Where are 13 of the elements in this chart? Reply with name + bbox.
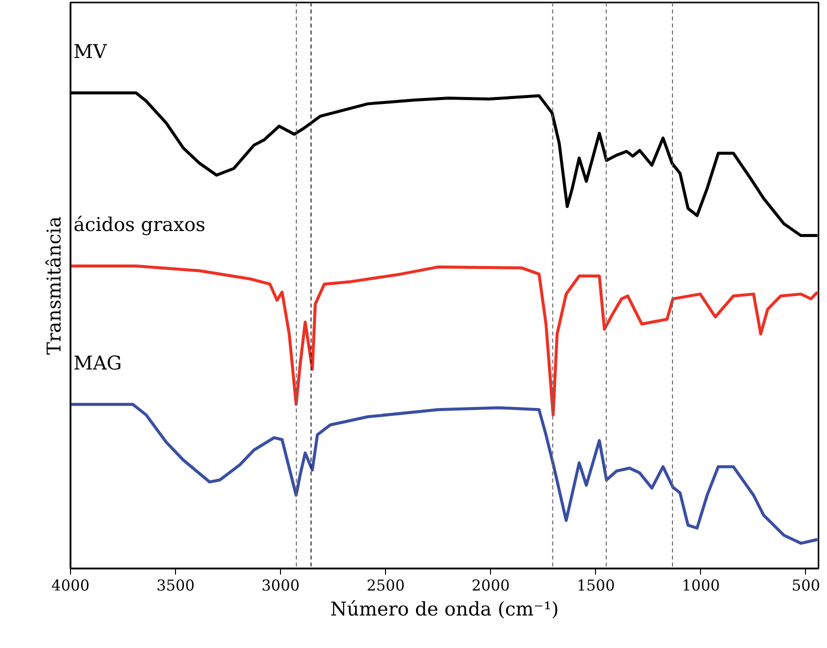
- series-label: ácidos graxos: [74, 214, 206, 236]
- y-axis-title: Transmitância: [44, 216, 66, 355]
- series-label: MV: [74, 40, 107, 63]
- x-tick-label: 4000: [51, 576, 90, 594]
- series-label: MAG: [74, 352, 122, 374]
- x-tick-label: 1000: [682, 576, 720, 594]
- x-tick-label: 3000: [262, 576, 300, 594]
- x-tick-label: 500: [792, 576, 820, 594]
- x-tick-label: 2500: [366, 576, 405, 594]
- x-tick-label: 1500: [576, 576, 615, 594]
- x-tick-label: 2000: [472, 576, 510, 594]
- x-tick-label: 3500: [156, 576, 195, 594]
- x-axis-title: Número de onda (cm⁻¹): [330, 598, 559, 620]
